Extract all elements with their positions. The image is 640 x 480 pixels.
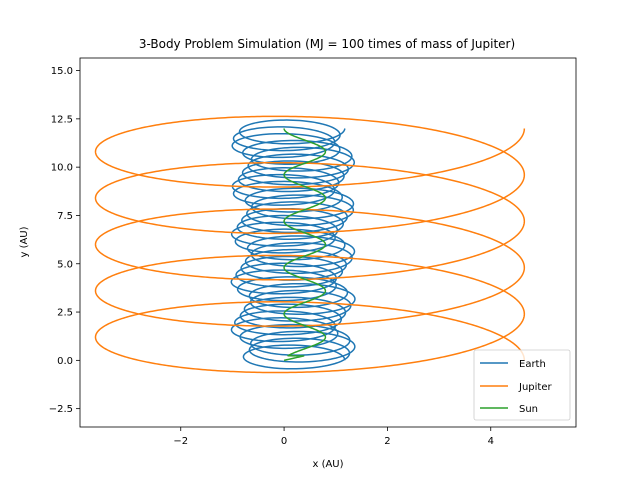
x-axis: −2 0 2 4 xyxy=(173,427,494,447)
legend-label-jupiter: Jupiter xyxy=(518,382,552,393)
legend-label-sun: Sun xyxy=(519,404,538,415)
legend-box xyxy=(473,349,571,421)
x-tick-label: 4 xyxy=(488,436,494,447)
x-tick-label: 0 xyxy=(281,436,287,447)
series-layer xyxy=(94,115,526,374)
x-tick-label: 2 xyxy=(384,436,390,447)
series-sun-line xyxy=(283,128,327,362)
legend: Earth Jupiter Sun xyxy=(473,349,571,421)
chart-title: 3-Body Problem Simulation (MJ = 100 time… xyxy=(139,37,515,51)
y-tick-label: 15.0 xyxy=(51,66,73,77)
y-axis: −2.5 0.0 2.5 5.0 7.5 10.0 12.5 15.0 xyxy=(49,66,80,415)
series-earth-line xyxy=(230,119,356,370)
y-tick-label: 5.0 xyxy=(57,259,73,270)
y-tick-label: 10.0 xyxy=(51,163,73,174)
axes-frame xyxy=(79,57,577,428)
y-tick-label: 12.5 xyxy=(51,114,73,125)
y-tick-label: −2.5 xyxy=(49,404,73,415)
legend-label-earth: Earth xyxy=(519,359,546,370)
y-tick-label: 2.5 xyxy=(57,308,73,319)
series-jupiter-line xyxy=(94,115,526,374)
y-tick-label: 0.0 xyxy=(57,356,73,367)
x-axis-label: x (AU) xyxy=(312,459,343,470)
plot-area xyxy=(79,57,577,428)
y-axis-label: y (AU) xyxy=(19,226,30,257)
x-tick-label: −2 xyxy=(173,436,188,447)
y-tick-label: 7.5 xyxy=(57,211,73,222)
